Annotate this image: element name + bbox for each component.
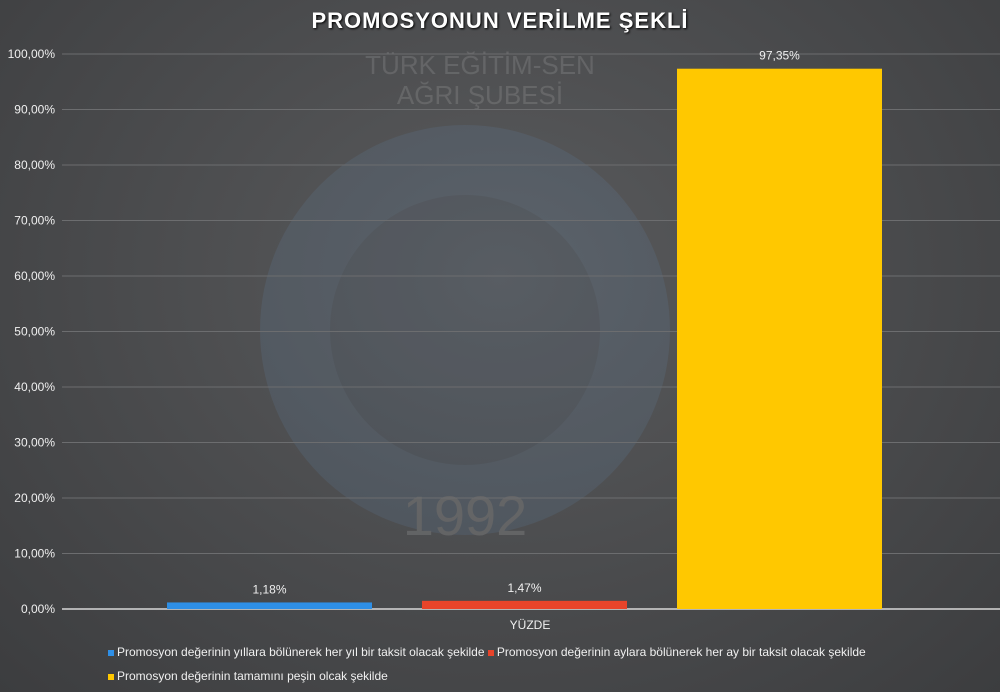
- bar: [422, 600, 627, 609]
- bar: [677, 68, 882, 609]
- y-tick-label: 40,00%: [14, 380, 55, 394]
- watermark-line1: TÜRK EĞİTİM-SEN: [365, 50, 595, 80]
- watermark-year: 1992: [403, 484, 528, 547]
- y-tick-label: 20,00%: [14, 491, 55, 505]
- legend-label: Promosyon değerinin tamamını peşin olcak…: [117, 669, 388, 683]
- watermark-line2: AĞRI ŞUBESİ: [396, 80, 564, 110]
- legend-label: Promosyon değerinin aylara bölünerek her…: [496, 645, 866, 659]
- data-label: 97,35%: [759, 49, 800, 63]
- watermark-text: TÜRK EĞİTİM-SEN AĞRI ŞUBESİ: [330, 50, 630, 110]
- y-tick-label: 60,00%: [14, 269, 55, 283]
- x-axis-label: YÜZDE: [509, 618, 551, 632]
- legend-label: Promosyon değerinin yıllara bölünerek he…: [117, 645, 485, 659]
- legend-row-1: Promosyon değerinin yıllara bölünerek he…: [108, 645, 866, 659]
- legend-swatch: [487, 649, 494, 656]
- chart-title: PROMOSYONUN VERİLME ŞEKLİ: [311, 8, 689, 33]
- y-tick-label: 90,00%: [14, 103, 55, 117]
- y-tick-label: 0,00%: [21, 602, 55, 616]
- y-tick-label: 10,00%: [14, 547, 55, 561]
- legend-swatch: [108, 649, 114, 656]
- y-tick-label: 30,00%: [14, 436, 55, 450]
- y-tick-label: 50,00%: [14, 325, 55, 339]
- legend-item-monthly: Promosyon değerinin aylara bölünerek her…: [487, 645, 866, 659]
- legend-item-yearly: Promosyon değerinin yıllara bölünerek he…: [108, 645, 485, 659]
- data-label: 1,18%: [252, 582, 286, 596]
- legend-swatch: [108, 673, 114, 680]
- watermark-logo: 1992: [260, 125, 670, 547]
- y-tick-label: 70,00%: [14, 214, 55, 228]
- y-tick-label: 80,00%: [14, 158, 55, 172]
- legend-item-lumpsum: Promosyon değerinin tamamını peşin olcak…: [108, 669, 388, 683]
- y-tick-label: 100,00%: [8, 47, 56, 61]
- legend-row-2: Promosyon değerinin tamamını peşin olcak…: [108, 669, 388, 683]
- data-label: 1,47%: [507, 581, 541, 595]
- bar: [167, 602, 372, 609]
